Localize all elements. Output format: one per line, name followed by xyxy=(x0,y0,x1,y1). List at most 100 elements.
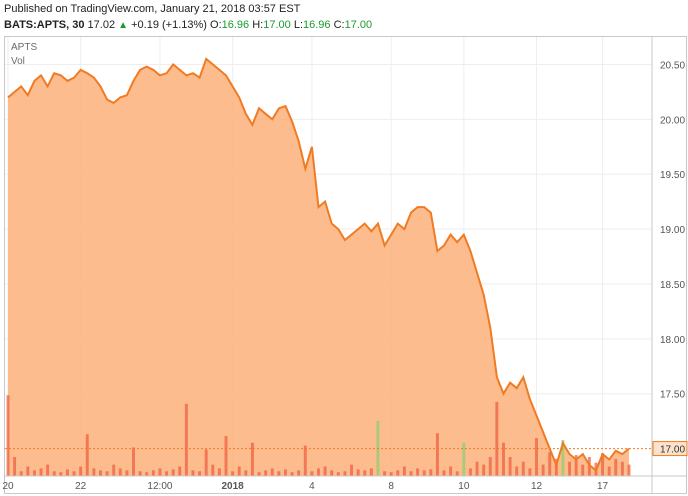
volume-bar xyxy=(211,464,215,476)
volume-bar xyxy=(442,470,446,476)
volume-bar xyxy=(125,470,129,476)
high-value: 17.00 xyxy=(263,19,291,31)
volume-bar xyxy=(317,468,320,476)
volume-bar xyxy=(607,466,611,476)
volume-bar xyxy=(59,472,63,476)
last-price-label: 17.00 xyxy=(660,445,685,456)
volume-bar xyxy=(198,471,202,476)
volume-bar xyxy=(297,470,301,476)
low-value: 16.96 xyxy=(303,19,331,31)
volume-bar xyxy=(191,470,195,476)
volume-bar xyxy=(158,468,162,476)
volume-bar xyxy=(6,395,10,476)
x-tick-label: 12:00 xyxy=(147,481,172,492)
volume-bar xyxy=(429,469,433,476)
volume-bar xyxy=(250,442,254,476)
volume-bar xyxy=(462,442,466,476)
last-price: 17.02 xyxy=(87,19,116,31)
volume-bar xyxy=(587,457,591,476)
high-label: H: xyxy=(252,19,264,31)
volume-bar xyxy=(568,461,572,476)
volume-bar xyxy=(515,466,519,476)
volume-bar xyxy=(290,472,294,476)
volume-bar xyxy=(396,470,400,476)
volume-bar xyxy=(132,447,135,476)
volume-bar xyxy=(435,433,439,476)
volume-bar xyxy=(330,470,334,476)
y-tick-label: 19.00 xyxy=(660,225,685,236)
volume-bar xyxy=(402,466,406,476)
volume-bar xyxy=(105,471,109,476)
volume-bar xyxy=(32,470,36,476)
volume-bar xyxy=(283,469,287,476)
volume-bar xyxy=(455,471,459,476)
y-tick-label: 18.00 xyxy=(660,335,685,346)
price-change: +0.19 (+1.13%) xyxy=(131,19,207,31)
chart-frame[interactable] xyxy=(4,36,687,494)
volume-bar xyxy=(46,464,50,476)
ohlc-header: BATS:APTS, 30 17.02 ▲ +0.19 (+1.13%) O:1… xyxy=(4,19,372,31)
open-label: O: xyxy=(210,19,222,31)
volume-bar xyxy=(19,471,23,476)
last-price-badge xyxy=(652,441,688,457)
y-tick-label: 20.50 xyxy=(660,60,685,71)
volume-bar xyxy=(350,464,354,476)
volume-bar xyxy=(264,470,268,476)
volume-bar xyxy=(614,458,618,476)
volume-bar xyxy=(389,472,393,476)
symbol-label: BATS:APTS, 30 xyxy=(4,19,85,31)
volume-bar xyxy=(535,438,538,476)
volume-bar xyxy=(244,470,248,476)
volume-bar xyxy=(277,471,281,476)
volume-bar xyxy=(184,403,188,476)
open-value: 16.96 xyxy=(221,19,250,31)
volume-bar xyxy=(541,464,545,476)
volume-bar xyxy=(488,457,492,476)
price-line xyxy=(7,57,630,473)
volume-bar xyxy=(416,468,420,476)
volume-bar xyxy=(270,468,274,476)
volume-bar xyxy=(310,471,314,476)
volume-bar xyxy=(26,466,30,476)
up-triangle-icon: ▲ xyxy=(118,20,129,31)
volume-bar xyxy=(204,449,208,476)
volume-bar xyxy=(502,442,505,476)
volume-bar xyxy=(449,466,453,476)
volume-bar xyxy=(369,468,373,476)
x-tick-label: 20 xyxy=(2,481,14,492)
volume-bar xyxy=(52,471,56,476)
y-tick-label: 18.50 xyxy=(660,280,685,291)
price-area xyxy=(8,58,629,477)
legend-volume: Vol xyxy=(11,56,25,67)
volume-bar xyxy=(39,468,43,476)
volume-bar xyxy=(151,470,155,476)
volume-bar xyxy=(468,468,472,476)
volume-bar xyxy=(383,471,387,476)
y-tick-label: 17.50 xyxy=(660,390,685,401)
volume-bar xyxy=(13,457,17,476)
volume-bar xyxy=(257,472,261,476)
volume-bar xyxy=(112,464,116,476)
x-tick-label: 12 xyxy=(531,481,543,492)
volume-bar xyxy=(323,466,327,476)
volume-bar xyxy=(145,472,149,476)
volume-bar xyxy=(508,457,512,476)
volume-bar xyxy=(165,471,169,476)
y-tick-label: 20.00 xyxy=(660,115,685,126)
volume-bar xyxy=(85,434,89,476)
x-tick-label: 22 xyxy=(75,481,87,492)
volume-bar xyxy=(627,464,631,476)
volume-bar xyxy=(363,470,367,476)
volume-bar xyxy=(574,455,578,476)
volume-bar xyxy=(422,470,426,476)
volume-bar xyxy=(521,461,525,476)
volume-bar xyxy=(237,466,241,476)
volume-bar xyxy=(99,470,102,476)
volume-bar xyxy=(528,468,532,476)
volume-bar xyxy=(171,469,175,476)
volume-bar xyxy=(336,472,340,476)
volume-bar xyxy=(601,453,605,476)
x-tick-label: 8 xyxy=(388,481,394,492)
volume-bar xyxy=(303,445,307,476)
